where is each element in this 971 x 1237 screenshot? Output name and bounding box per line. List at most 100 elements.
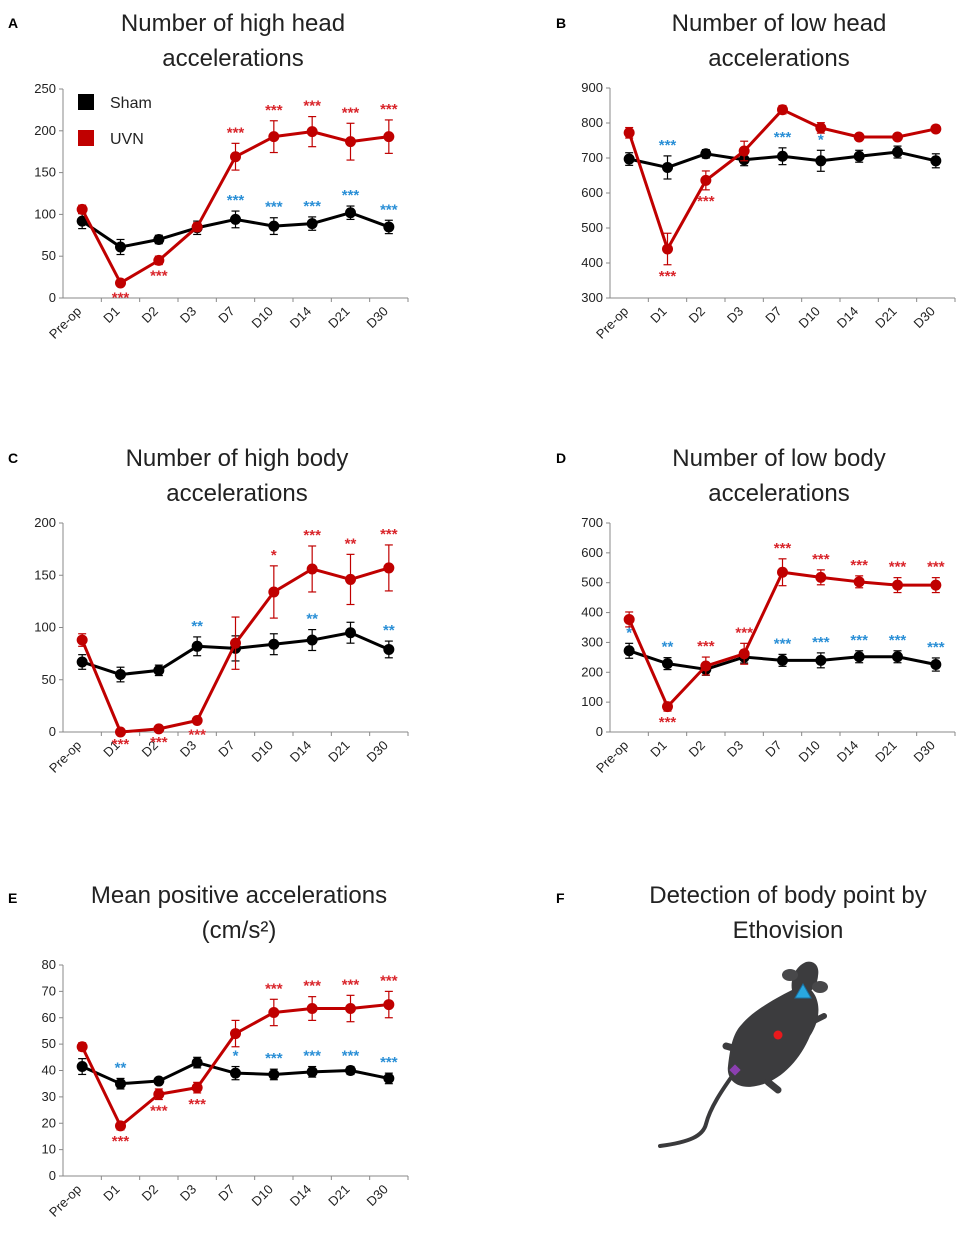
y-tick-label: 100 <box>34 206 56 221</box>
y-tick-label: 500 <box>581 220 603 235</box>
chart-title-line-1: Number of high head <box>121 10 345 37</box>
significance-sham: ** <box>191 618 203 635</box>
x-tick-label: D1 <box>647 738 669 760</box>
panel-d: D Number of low body accelerations 0 100 2… <box>556 445 956 776</box>
data-point-sham <box>76 656 88 668</box>
data-point-uvn <box>383 562 395 574</box>
x-tick-label: Pre-op <box>593 304 631 342</box>
significance-uvn: *** <box>150 268 168 285</box>
data-point-sham <box>345 627 356 639</box>
significance-sham: *** <box>659 137 677 154</box>
data-point-sham <box>623 645 635 657</box>
significance-uvn: *** <box>265 980 283 997</box>
panel-e: E Mean positive accelerations (cm/s²) 0 1… <box>8 882 409 1220</box>
plot-area: 300 400 500 600 700 800 900 Pre-op D1 D2 D3 D7 D10 D1… <box>581 80 956 342</box>
x-tick-label: D30 <box>363 1182 390 1209</box>
panel-label: D <box>556 450 566 466</box>
significance-uvn: *** <box>850 557 868 574</box>
data-point-uvn <box>853 576 865 588</box>
x-tick-label: D30 <box>910 738 937 765</box>
x-tick-label: D2 <box>686 738 708 760</box>
x-tick-label: D7 <box>215 1182 237 1204</box>
legend-label-uvn: UVN <box>110 131 144 148</box>
significance-sham: *** <box>303 198 321 215</box>
data-point-sham <box>815 155 827 167</box>
data-point-uvn <box>306 563 318 575</box>
data-point-uvn <box>383 131 395 143</box>
data-point-sham <box>662 658 673 670</box>
data-point-uvn <box>153 254 165 266</box>
y-tick-label: 600 <box>581 545 603 560</box>
data-point-uvn <box>191 715 203 727</box>
x-tick-label: D2 <box>686 304 708 326</box>
y-tick-label: 200 <box>34 515 56 530</box>
data-point-sham <box>662 161 673 173</box>
data-point-uvn <box>115 726 126 738</box>
panel-label: F <box>556 890 565 906</box>
significance-sham: *** <box>812 634 830 651</box>
plot-area: 0 100 200 300 400 500 600 700 Pre-op D1 D2 D3 D7 D10 D… <box>581 515 956 776</box>
plot-area: 0 50 100 150 200 250 Pre-op D1 D2 D3 D7 D10 D14 D21 D3… <box>34 81 409 342</box>
data-point-sham <box>623 153 635 165</box>
x-tick-label: D10 <box>248 304 275 331</box>
data-point-uvn <box>268 131 280 143</box>
data-point-sham <box>383 643 395 655</box>
x-tick-label: Pre-op <box>46 1182 84 1220</box>
data-point-uvn <box>777 566 788 578</box>
significance-uvn: *** <box>927 559 945 576</box>
y-tick-label: 50 <box>42 248 56 263</box>
chart-title-line-1: Mean positive accelerations <box>91 882 387 909</box>
x-tick-label: D10 <box>795 304 822 331</box>
significance-uvn: *** <box>265 102 283 119</box>
y-tick-label: 40 <box>42 1063 56 1078</box>
data-point-sham <box>930 155 942 167</box>
data-point-sham <box>268 220 280 232</box>
y-tick-label: 700 <box>581 515 603 530</box>
chart-title-line-2: accelerations <box>162 45 303 72</box>
significance-uvn: *** <box>774 540 792 557</box>
data-point-sham <box>345 1065 356 1076</box>
data-point-sham <box>815 654 827 666</box>
rat-hind-paw-left <box>722 1042 744 1054</box>
data-point-sham <box>191 1057 203 1069</box>
data-point-uvn <box>230 1028 241 1040</box>
y-tick-label: 100 <box>34 620 56 635</box>
x-tick-label: D7 <box>215 738 237 760</box>
data-point-uvn <box>383 999 395 1011</box>
y-tick-label: 0 <box>596 724 603 739</box>
significance-sham: *** <box>303 1048 321 1065</box>
x-tick-label: D3 <box>724 304 746 326</box>
data-point-uvn <box>777 104 788 116</box>
data-point-uvn <box>76 203 88 215</box>
panel-label: A <box>8 15 18 31</box>
x-tick-label: D30 <box>363 738 390 765</box>
significance-uvn: *** <box>697 638 715 655</box>
significance-uvn: *** <box>188 727 206 744</box>
x-tick-label: D30 <box>910 304 937 331</box>
data-point-uvn <box>700 660 712 672</box>
rat-front-paw-right <box>809 1013 827 1025</box>
legend: Sham UVN <box>78 94 152 148</box>
x-tick-label: D10 <box>248 738 275 765</box>
significance-uvn: ** <box>345 535 357 552</box>
data-point-uvn <box>76 634 88 646</box>
panel-c: C Number of high body accelerations 0 50 1… <box>8 445 409 776</box>
significance-sham: *** <box>774 635 792 652</box>
y-tick-label: 70 <box>42 983 56 998</box>
y-tick-label: 900 <box>581 80 603 95</box>
chart-title-line-1: Number of low body <box>672 445 885 472</box>
data-point-uvn <box>662 701 673 713</box>
data-point-uvn <box>191 1082 203 1094</box>
y-tick-label: 80 <box>42 957 56 972</box>
x-tick-label: D14 <box>287 304 314 331</box>
significance-uvn: *** <box>227 124 245 141</box>
chart-title-line-1: Number of high body <box>126 445 349 472</box>
y-tick-label: 0 <box>49 290 56 305</box>
x-tick-label: D3 <box>724 738 746 760</box>
significance-sham: *** <box>927 639 945 656</box>
panel-label: E <box>8 890 17 906</box>
data-point-uvn <box>892 131 903 143</box>
y-tick-label: 100 <box>581 694 603 709</box>
y-tick-label: 600 <box>581 185 603 200</box>
significance-sham: *** <box>342 187 360 204</box>
